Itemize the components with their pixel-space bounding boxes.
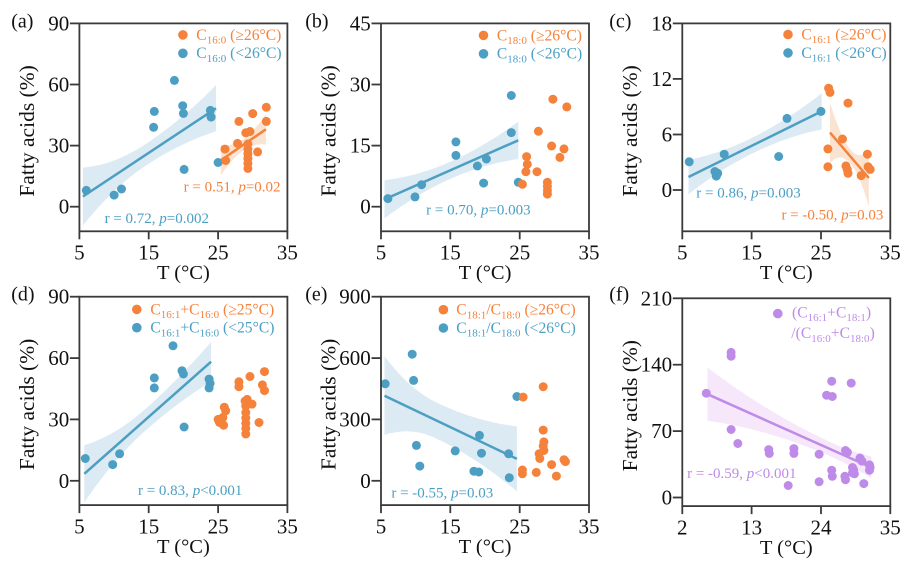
svg-text:(b): (b)	[305, 10, 328, 32]
svg-text:r = 0.51, p=0.02: r = 0.51, p=0.02	[184, 179, 281, 195]
svg-text:0: 0	[59, 195, 70, 219]
svg-text:0: 0	[59, 469, 70, 493]
svg-text:15: 15	[138, 241, 159, 265]
svg-text:C16:1​+C16:0​ (<25°C): C16:1​+C16:0​ (<25°C)	[150, 320, 274, 340]
svg-text:35: 35	[277, 241, 298, 265]
svg-text:Fatty acids (%): Fatty acids (%)	[15, 339, 39, 470]
svg-text:35: 35	[579, 514, 600, 538]
svg-text:18: 18	[651, 11, 672, 35]
svg-text:30: 30	[48, 407, 69, 431]
svg-text:T (°C): T (°C)	[157, 262, 210, 284]
svg-text:5: 5	[74, 514, 85, 538]
svg-text:90: 90	[48, 285, 69, 309]
svg-text:5: 5	[376, 514, 387, 538]
svg-text:r = 0.70, p=0.003: r = 0.70, p=0.003	[426, 202, 530, 218]
svg-text:T (°C): T (°C)	[760, 262, 813, 284]
svg-text:15: 15	[138, 514, 159, 538]
svg-text:r = -0.59, p<0.001: r = -0.59, p<0.001	[687, 466, 796, 482]
svg-text:30: 30	[48, 134, 69, 158]
svg-text:900: 900	[339, 285, 371, 309]
svg-text:0: 0	[360, 469, 371, 493]
svg-text:T (°C): T (°C)	[459, 262, 512, 284]
svg-text:15: 15	[741, 241, 762, 265]
svg-text:25: 25	[509, 241, 530, 265]
svg-text:6: 6	[662, 123, 673, 147]
svg-text:Fatty acids (%): Fatty acids (%)	[317, 65, 341, 196]
svg-text:C16:1​+C16:0​ (≥25°C): C16:1​+C16:0​ (≥25°C)	[150, 301, 274, 321]
svg-text:5: 5	[74, 241, 85, 265]
svg-text:12: 12	[651, 67, 672, 91]
svg-text:C18:1​/C18:0​ (<26°C): C18:1​/C18:0​ (<26°C)	[456, 320, 576, 340]
svg-text:Fatty acids (%): Fatty acids (%)	[15, 65, 39, 196]
svg-text:0: 0	[360, 195, 371, 219]
svg-text:13: 13	[741, 515, 762, 539]
svg-text:210: 210	[641, 286, 673, 310]
svg-text:C18:1​/C18:0​ (≥26°C): C18:1​/C18:0​ (≥26°C)	[456, 302, 575, 322]
svg-text:T (°C): T (°C)	[760, 537, 813, 559]
svg-text:35: 35	[277, 514, 298, 538]
svg-text:35: 35	[880, 241, 901, 265]
svg-text:90: 90	[48, 11, 69, 35]
svg-text:(a): (a)	[11, 10, 33, 32]
svg-text:Fatty acids (%): Fatty acids (%)	[317, 339, 341, 470]
svg-text:35: 35	[579, 241, 600, 265]
svg-text:45: 45	[350, 11, 371, 35]
svg-text:Fatty acids (%): Fatty acids (%)	[618, 65, 642, 196]
svg-text:70: 70	[651, 419, 672, 443]
svg-text:T (°C): T (°C)	[459, 536, 512, 558]
svg-text:0: 0	[662, 486, 673, 510]
svg-text:5: 5	[376, 241, 387, 265]
svg-text:25: 25	[208, 241, 229, 265]
svg-text:15: 15	[440, 241, 461, 265]
svg-text:5: 5	[677, 241, 688, 265]
svg-text:r = -0.55, p=0.03: r = -0.55, p=0.03	[391, 486, 493, 502]
svg-text:25: 25	[811, 241, 832, 265]
svg-text:300: 300	[339, 407, 371, 431]
svg-text:r = 0.83, p<0.001: r = 0.83, p<0.001	[138, 483, 242, 499]
svg-text:30: 30	[350, 73, 371, 97]
svg-text:T (°C): T (°C)	[157, 536, 210, 558]
svg-text:r = 0.86, p=0.003: r = 0.86, p=0.003	[696, 186, 800, 202]
svg-text:(f): (f)	[609, 284, 629, 306]
svg-text:(d): (d)	[11, 284, 34, 306]
svg-text:0: 0	[662, 178, 673, 202]
svg-text:(e): (e)	[305, 284, 327, 306]
svg-text:r = -0.50, p=0.03: r = -0.50, p=0.03	[781, 207, 883, 223]
svg-text:15: 15	[440, 514, 461, 538]
svg-text:r = 0.72, p=0.002: r = 0.72, p=0.002	[105, 211, 209, 227]
svg-text:25: 25	[509, 514, 530, 538]
svg-text:15: 15	[350, 134, 371, 158]
svg-text:24: 24	[811, 515, 833, 539]
svg-text:600: 600	[339, 346, 371, 370]
svg-text:60: 60	[48, 73, 69, 97]
svg-text:2: 2	[677, 515, 688, 539]
svg-text:35: 35	[880, 515, 901, 539]
svg-text:Fatty acids (%): Fatty acids (%)	[618, 340, 642, 471]
svg-text:(c): (c)	[609, 10, 631, 32]
svg-text:140: 140	[641, 353, 673, 377]
svg-text:25: 25	[208, 514, 229, 538]
svg-text:60: 60	[48, 346, 69, 370]
